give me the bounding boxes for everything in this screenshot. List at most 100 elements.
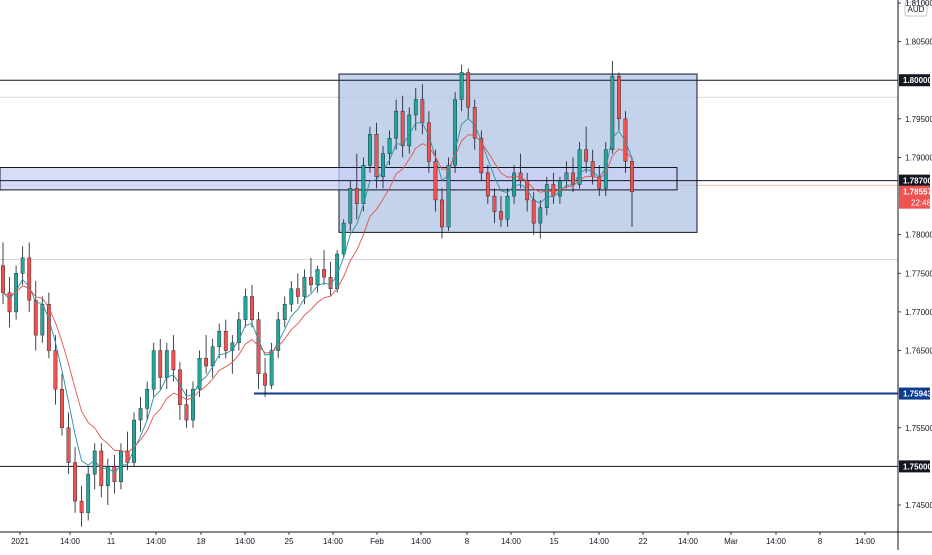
candle-body bbox=[184, 404, 189, 421]
moving-averages bbox=[2, 117, 633, 474]
candle-body bbox=[302, 276, 307, 297]
candle bbox=[243, 288, 248, 328]
candle-body bbox=[145, 388, 150, 409]
candle-body bbox=[374, 134, 379, 177]
time-tick-label: Feb bbox=[370, 537, 384, 546]
candle-body bbox=[361, 164, 366, 204]
candle-body bbox=[60, 388, 64, 428]
candle-body bbox=[407, 114, 412, 147]
candle bbox=[256, 311, 261, 390]
candle bbox=[309, 257, 313, 293]
candle-body bbox=[40, 304, 45, 336]
candle bbox=[171, 335, 176, 382]
candle bbox=[53, 335, 58, 405]
time-axis[interactable]: 2021 14:00 11 14:00 18 14:00 25 14:00 Feb 14:00 8 1… bbox=[0, 531, 932, 546]
candle-body bbox=[413, 99, 418, 116]
candle bbox=[400, 95, 405, 158]
candle-body bbox=[33, 300, 38, 336]
candle-body bbox=[459, 72, 464, 100]
candle bbox=[197, 350, 202, 397]
currency-badge: AUD bbox=[904, 1, 928, 17]
candle-body bbox=[420, 99, 425, 123]
time-tick-label: 14:00 bbox=[501, 537, 522, 546]
candle bbox=[151, 342, 156, 397]
price-tick-label: 1.79500 bbox=[905, 115, 932, 124]
candle-body bbox=[590, 161, 595, 177]
candle-body bbox=[289, 288, 294, 305]
candle bbox=[512, 165, 516, 204]
time-tick-label: 14:00 bbox=[60, 537, 81, 546]
level-price-tag-bg bbox=[899, 74, 930, 87]
candle bbox=[558, 176, 562, 204]
candle bbox=[348, 180, 353, 231]
candle bbox=[544, 176, 549, 216]
candle bbox=[295, 273, 300, 305]
candle-body bbox=[616, 76, 621, 120]
time-tick-label: 14:00 bbox=[678, 537, 699, 546]
candle-body bbox=[171, 350, 176, 371]
candle-body bbox=[394, 110, 399, 139]
level-price-tag: 1.75000 bbox=[899, 460, 932, 473]
currency-badge-box bbox=[904, 1, 928, 17]
ma-slow-line bbox=[2, 134, 633, 454]
candle-body bbox=[512, 172, 516, 197]
candle-body bbox=[27, 257, 32, 301]
price-tick-label: 1.81000 bbox=[905, 0, 932, 8]
candle-body bbox=[20, 257, 25, 274]
time-tick-label: 22 bbox=[639, 537, 648, 546]
currency-label: AUD bbox=[908, 5, 925, 14]
candle-body bbox=[485, 172, 490, 197]
candle-body bbox=[499, 211, 503, 220]
candle bbox=[86, 466, 91, 521]
candle bbox=[145, 381, 150, 421]
candle bbox=[66, 412, 71, 475]
candle-body bbox=[505, 195, 510, 220]
candle bbox=[440, 188, 444, 239]
candle bbox=[538, 199, 543, 239]
candle bbox=[341, 219, 346, 258]
candle bbox=[322, 250, 326, 285]
candle-body bbox=[204, 358, 209, 367]
candle bbox=[368, 126, 372, 173]
candle bbox=[27, 242, 32, 312]
candle-body bbox=[191, 388, 195, 421]
candle-body bbox=[73, 462, 77, 502]
candle bbox=[564, 161, 569, 189]
candle bbox=[282, 296, 287, 328]
price-tick-label: 1.75500 bbox=[905, 424, 932, 433]
candle-body bbox=[53, 350, 58, 390]
time-tick-label: 14:00 bbox=[323, 537, 344, 546]
candle-body bbox=[368, 134, 372, 166]
current-price-tag-bg bbox=[899, 185, 930, 209]
candle bbox=[46, 292, 51, 359]
price-axis-background bbox=[898, 0, 932, 550]
candles bbox=[1, 60, 634, 527]
candle bbox=[584, 126, 589, 173]
candle-body bbox=[584, 149, 589, 162]
time-tick-label: 14:00 bbox=[766, 537, 787, 546]
candle-body bbox=[138, 408, 143, 421]
candle-body bbox=[472, 107, 477, 139]
candle-body bbox=[315, 269, 320, 286]
time-tick-label: 8 bbox=[465, 537, 470, 546]
candle bbox=[466, 68, 471, 119]
time-tick-label: 11 bbox=[107, 537, 116, 546]
candle-body bbox=[158, 350, 163, 378]
candle bbox=[60, 373, 64, 436]
candle bbox=[459, 64, 464, 112]
candle-body bbox=[466, 72, 471, 108]
candle bbox=[446, 157, 451, 231]
candle-body bbox=[354, 188, 359, 205]
level-price-tag-label: 1.75000 bbox=[903, 462, 932, 471]
candle-body bbox=[531, 199, 536, 224]
candle bbox=[276, 311, 281, 359]
candle bbox=[315, 265, 320, 293]
candle-body bbox=[381, 153, 385, 177]
time-tick-label: 14:00 bbox=[589, 537, 610, 546]
candle-body bbox=[256, 319, 261, 374]
candle bbox=[505, 188, 510, 227]
candle-body bbox=[1, 265, 5, 293]
